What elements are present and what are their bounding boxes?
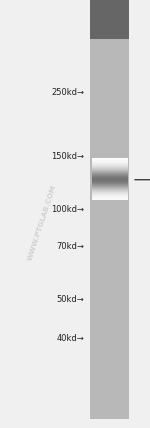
Text: 50kd→: 50kd→ xyxy=(56,295,84,304)
Bar xyxy=(90,39,129,419)
Text: 250kd→: 250kd→ xyxy=(51,87,84,97)
Text: 70kd→: 70kd→ xyxy=(56,241,84,251)
Text: 150kd→: 150kd→ xyxy=(51,152,84,161)
Text: 40kd→: 40kd→ xyxy=(56,333,84,343)
Text: WWW.PTGLAB.COM: WWW.PTGLAB.COM xyxy=(27,184,57,261)
Bar xyxy=(90,0,129,39)
Text: 100kd→: 100kd→ xyxy=(51,205,84,214)
